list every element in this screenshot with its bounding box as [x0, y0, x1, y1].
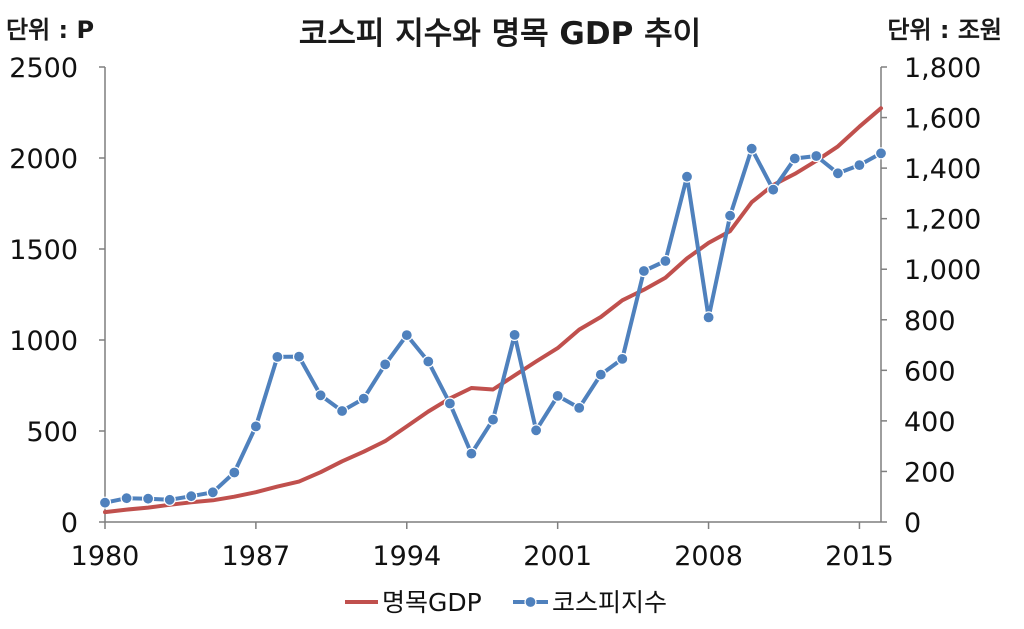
kospi-data-point — [616, 352, 629, 365]
kospi-data-point — [142, 492, 155, 505]
kospi-data-point — [680, 170, 694, 183]
gdp-series-line — [103, 106, 883, 515]
legend-kospi-label: 코스피지수 — [552, 588, 667, 617]
left-axis-unit-label: 단위 : P — [6, 16, 94, 44]
kospi-data-point — [637, 264, 651, 278]
left-axis-tick-label: 2000 — [9, 144, 78, 175]
right-axis-tick-label: 1,200 — [904, 205, 981, 236]
kospi-data-point — [853, 159, 866, 172]
x-axis-tick-label: 2015 — [825, 541, 894, 572]
left-axis-tick-label: 500 — [26, 417, 78, 448]
kospi-data-point — [659, 254, 672, 268]
series-layer — [98, 106, 888, 515]
kospi-data-point — [206, 486, 219, 499]
right-axis-tick-label: 1,400 — [904, 154, 981, 185]
right-axis-tick-label: 200 — [904, 457, 956, 488]
kospi-data-point — [400, 329, 413, 342]
x-axis-tick-label: 2001 — [523, 541, 592, 572]
chart-title: 코스피 지수와 명목 GDP 추이 — [299, 16, 701, 52]
kospi-data-point — [443, 397, 456, 410]
right-axis-tick-label: 1,600 — [904, 104, 981, 135]
kospi-data-point — [120, 492, 133, 505]
kospi-data-point — [98, 496, 112, 509]
kospi-data-point — [810, 149, 823, 163]
axes: 0 500 1000 1500 2000 2500 0 200 400 600 800 1,000 1,… — [9, 53, 981, 572]
kospi-data-point — [271, 350, 284, 363]
x-axis-tick-label: 2008 — [674, 541, 743, 572]
kospi-data-point — [486, 413, 500, 426]
right-axis-tick-label: 1,000 — [904, 255, 981, 286]
kospi-data-point — [336, 404, 349, 418]
kospi-data-point — [379, 358, 392, 371]
kospi-data-point — [357, 392, 370, 405]
kospi-series-line — [103, 146, 883, 505]
kospi-data-point — [551, 389, 564, 402]
kospi-data-point — [594, 368, 607, 381]
left-axis-tick-label: 1000 — [9, 326, 78, 357]
kospi-data-point — [573, 401, 586, 414]
kospi-data-point — [723, 209, 737, 222]
x-axis-tick-label: 1994 — [372, 541, 441, 572]
kospi-data-point — [465, 447, 478, 460]
legend: 명목GDP 코스피지수 — [345, 588, 667, 617]
kospi-data-point — [314, 389, 327, 402]
x-axis-tick-label: 1980 — [71, 541, 140, 572]
kospi-data-point — [163, 493, 176, 506]
right-axis-tick-label: 400 — [904, 407, 956, 438]
kospi-data-point — [228, 466, 241, 479]
kospi-data-point — [185, 490, 198, 503]
kospi-data-point — [745, 142, 758, 155]
kospi-data-point — [508, 328, 521, 341]
left-axis-tick-label: 1500 — [9, 235, 78, 266]
legend-gdp-label: 명목GDP — [382, 588, 482, 617]
kospi-data-point — [874, 147, 888, 160]
right-axis-tick-label: 800 — [904, 306, 956, 337]
kospi-data-point — [422, 355, 435, 368]
x-axis-tick-label: 1987 — [222, 541, 291, 572]
kospi-data-point — [292, 350, 306, 363]
legend-kospi-swatch-marker — [524, 595, 537, 609]
kospi-data-point — [788, 152, 801, 165]
left-axis-tick-label: 0 — [61, 508, 78, 539]
right-axis-tick-label: 1,800 — [904, 53, 981, 84]
kospi-data-point — [249, 420, 262, 433]
kospi-data-point — [702, 311, 715, 324]
kospi-data-point — [767, 183, 780, 196]
kospi-data-point — [831, 167, 845, 180]
left-axis-tick-label: 2500 — [9, 53, 78, 84]
right-axis-unit-label: 단위 : 조원 — [887, 16, 1002, 44]
right-axis-tick-label: 600 — [904, 356, 956, 387]
right-axis-tick-label: 0 — [904, 508, 921, 539]
kospi-data-point — [529, 424, 543, 437]
